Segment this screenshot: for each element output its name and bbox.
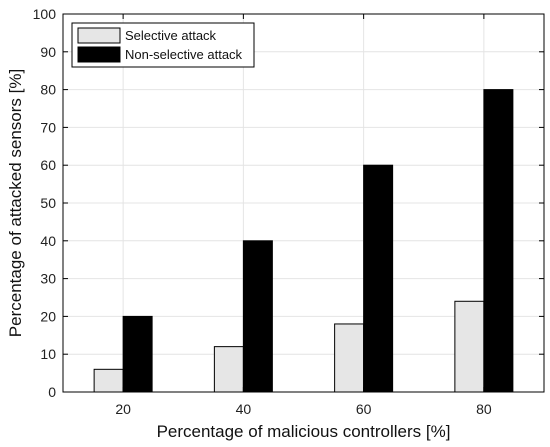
bar-series-2 bbox=[483, 89, 514, 393]
bar-series-1 bbox=[213, 346, 244, 393]
y-tick-label: 60 bbox=[40, 157, 56, 173]
y-tick-label: 50 bbox=[40, 195, 56, 211]
y-tick-label: 80 bbox=[40, 82, 56, 98]
legend-swatch bbox=[77, 46, 121, 63]
y-axis-label: Percentage of attacked sensors [%] bbox=[6, 69, 25, 337]
x-tick-label: 80 bbox=[476, 401, 492, 417]
legend-label: Selective attack bbox=[125, 28, 217, 43]
bar-series-2 bbox=[363, 164, 394, 393]
x-tick-label: 60 bbox=[356, 401, 372, 417]
x-axis-label: Percentage of malicious controllers [%] bbox=[157, 422, 451, 441]
y-tick-label: 40 bbox=[40, 233, 56, 249]
bars bbox=[93, 89, 514, 393]
y-tick-label: 10 bbox=[40, 346, 56, 362]
x-axis-ticks: 20 40 60 80 bbox=[115, 14, 492, 417]
legend-label: Non-selective attack bbox=[125, 47, 243, 62]
y-tick-label: 70 bbox=[40, 119, 56, 135]
y-tick-label: 90 bbox=[40, 44, 56, 60]
bar-series-1 bbox=[334, 323, 365, 393]
x-tick-label: 20 bbox=[115, 401, 131, 417]
y-tick-label: 0 bbox=[48, 384, 56, 400]
y-axis-ticks: 0 10 20 30 40 50 60 70 80 90 100 bbox=[33, 6, 544, 400]
legend-swatch bbox=[77, 27, 121, 44]
y-tick-label: 100 bbox=[33, 6, 57, 22]
x-tick-label: 40 bbox=[236, 401, 252, 417]
bar-series-1 bbox=[454, 300, 485, 393]
bar-series-1 bbox=[93, 368, 124, 393]
legend: Selective attack Non-selective attack bbox=[71, 22, 255, 68]
y-tick-label: 30 bbox=[40, 271, 56, 287]
bar-series-2 bbox=[242, 240, 273, 393]
y-tick-label: 20 bbox=[40, 308, 56, 324]
bar-series-2 bbox=[122, 315, 153, 393]
